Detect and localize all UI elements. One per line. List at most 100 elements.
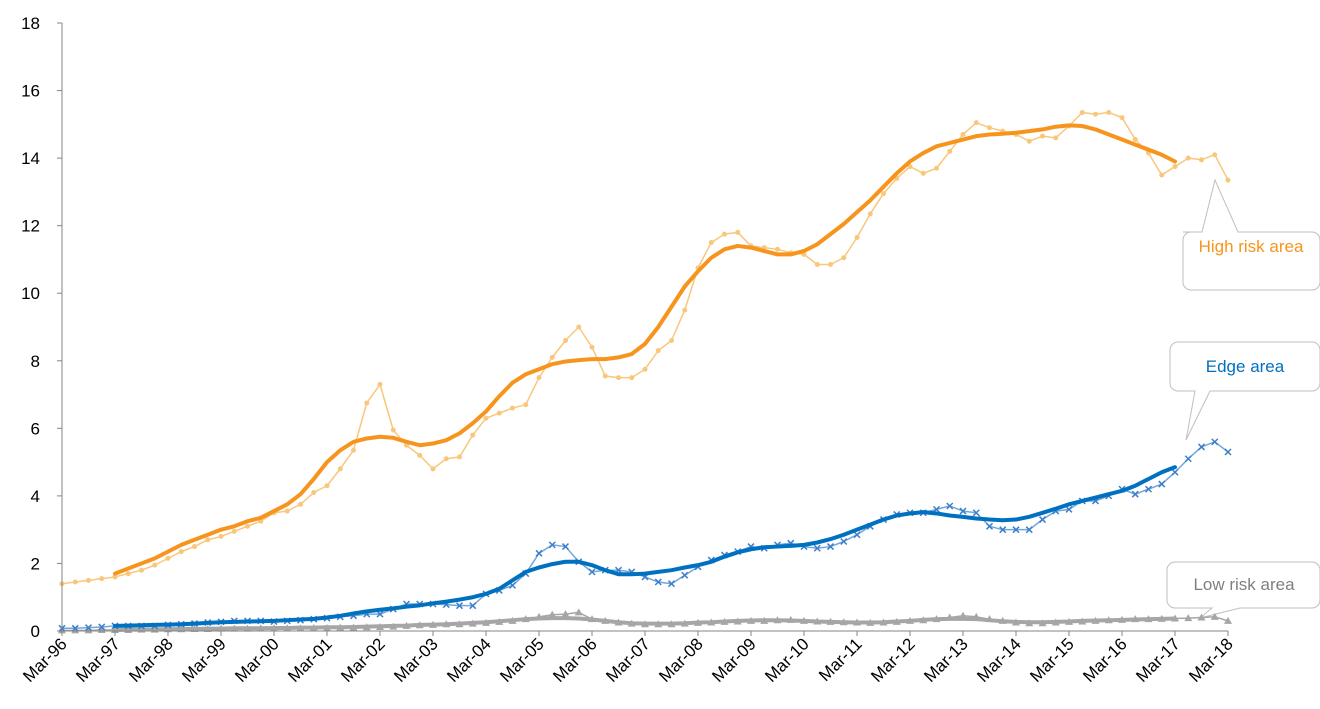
series: [113, 123, 1177, 576]
point: [616, 375, 621, 381]
y-tick-label: 16: [21, 82, 40, 101]
point: [576, 324, 582, 330]
series: [59, 110, 1231, 587]
callout-box: [1169, 341, 1320, 441]
x-tick-label: Mar-96: [19, 634, 71, 686]
point: [337, 466, 343, 472]
point: [629, 375, 635, 381]
point: [972, 509, 980, 517]
x-tick-label: Mar-10: [761, 634, 813, 686]
point: [1225, 177, 1231, 183]
point: [376, 610, 384, 618]
point: [667, 580, 676, 588]
point: [483, 415, 489, 421]
x-tick-label: Mar-14: [973, 634, 1025, 686]
point: [549, 354, 555, 360]
point: [86, 577, 91, 583]
y-tick-label: 10: [21, 284, 40, 303]
point: [735, 229, 741, 235]
point: [152, 562, 158, 568]
x-tick-label: Mar-97: [72, 634, 124, 686]
point: [867, 211, 873, 217]
point: [602, 373, 608, 379]
point: [1185, 155, 1191, 161]
point: [589, 344, 595, 350]
point: [563, 338, 568, 344]
y-tick-label: 4: [31, 487, 40, 506]
series: [58, 438, 1232, 632]
point: [1038, 516, 1047, 524]
point: [548, 541, 556, 549]
series: [113, 616, 1177, 632]
callout-label: Edge area: [1205, 357, 1285, 376]
x-tick-label: Mar-02: [337, 634, 389, 686]
point: [854, 234, 860, 240]
point: [1144, 485, 1153, 493]
point: [430, 466, 436, 472]
point: [1197, 443, 1206, 451]
point: [1079, 110, 1085, 116]
point: [218, 533, 224, 539]
point: [1184, 455, 1192, 463]
x-tick-label: Mar-17: [1132, 634, 1184, 686]
x-tick-label: Mar-00: [231, 634, 283, 686]
point: [548, 610, 557, 618]
point: [853, 531, 861, 539]
point: [826, 543, 835, 551]
point: [311, 490, 317, 496]
point: [1172, 164, 1178, 170]
point: [351, 447, 356, 453]
point: [574, 608, 583, 616]
point: [1171, 468, 1179, 476]
y-tick-label: 6: [31, 419, 40, 438]
point: [960, 131, 966, 137]
x-tick-label: Mar-98: [125, 634, 177, 686]
x-tick-label: Mar-11: [815, 634, 866, 685]
point: [298, 501, 303, 507]
point: [377, 381, 383, 387]
x-tick-label: Mar-04: [443, 634, 495, 686]
point: [642, 366, 648, 372]
point: [455, 602, 464, 610]
point: [775, 246, 780, 252]
point: [1212, 152, 1218, 158]
point: [1119, 115, 1125, 121]
point: [959, 507, 967, 515]
point: [987, 125, 992, 131]
point: [496, 410, 502, 416]
series-line: [113, 465, 1177, 628]
point: [934, 165, 939, 171]
point: [1211, 438, 1219, 446]
point: [84, 626, 93, 634]
y-tick-label: 0: [31, 622, 40, 641]
point: [390, 427, 396, 433]
x-tick-label: Mar-01: [284, 634, 336, 686]
point: [443, 456, 449, 462]
point: [1012, 526, 1020, 534]
point: [561, 610, 570, 618]
x-tick-label: Mar-13: [920, 634, 972, 686]
series-line: [113, 616, 1177, 632]
point: [1040, 133, 1045, 139]
point: [973, 120, 979, 126]
point: [1106, 110, 1112, 116]
point: [561, 543, 570, 551]
point: [1132, 137, 1138, 143]
y-tick-label: 18: [21, 14, 40, 33]
point: [814, 262, 820, 268]
point: [284, 508, 290, 514]
point: [99, 576, 105, 582]
point: [1158, 480, 1166, 488]
point: [813, 544, 821, 552]
point: [1053, 135, 1059, 141]
point: [708, 240, 714, 246]
x-tick-label: Mar-08: [655, 634, 707, 686]
point: [84, 624, 93, 632]
point: [881, 191, 886, 197]
point: [112, 574, 118, 580]
point: [1159, 172, 1165, 178]
point: [324, 483, 330, 489]
